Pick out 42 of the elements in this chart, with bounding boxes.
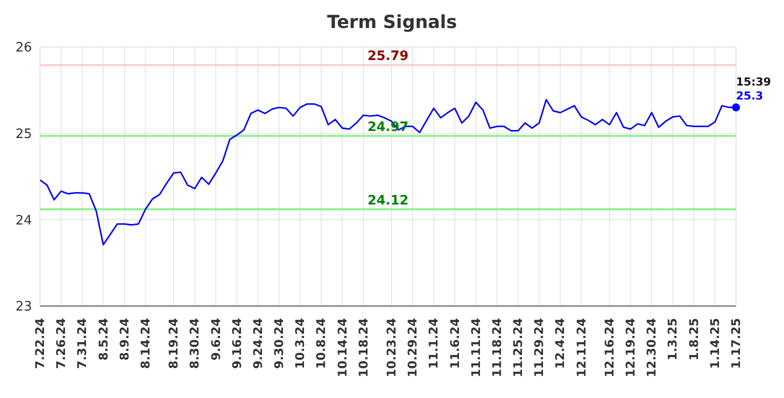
x-tick-label: 12.4.24: [553, 318, 568, 369]
chart-title: Term Signals: [326, 11, 458, 35]
x-tick-label: 7.26.24: [54, 318, 68, 369]
x-tick-label: 8.9.24: [117, 318, 132, 361]
x-tick-label: 11.25.24: [511, 318, 526, 378]
y-tick-label: 23: [15, 300, 32, 315]
x-tick-label: 9.16.24: [230, 318, 244, 369]
x-tick-label: 11.1.24: [426, 318, 441, 369]
annotation: 15:39: [736, 75, 772, 88]
x-tick-label: 12.11.24: [574, 318, 588, 378]
x-tick-label: 9.30.24: [272, 318, 286, 369]
ref-line-label: 24.12: [367, 193, 409, 208]
ref-line-label: 25.79: [367, 49, 409, 64]
x-tick-label: 1.14.25: [708, 318, 722, 369]
x-tick-label: 12.30.24: [644, 318, 659, 378]
x-tick-label: 8.30.24: [188, 318, 202, 369]
x-tick-label: 8.19.24: [166, 318, 181, 369]
x-tick-label: 11.11.24: [468, 318, 483, 378]
x-tick-label: 1.8.25: [686, 318, 701, 361]
y-tick-label: 26: [15, 40, 32, 56]
x-tick-label: 1.3.25: [666, 318, 680, 361]
x-tick-label: 12.19.24: [624, 318, 638, 378]
x-tick-label: 9.6.24: [208, 318, 223, 361]
x-tick-label: 9.24.24: [250, 318, 265, 369]
x-tick-label: 10.14.24: [335, 318, 350, 378]
x-tick-label: 10.8.24: [314, 318, 328, 369]
x-tick-label: 10.18.24: [356, 318, 370, 378]
y-tick-label: 24: [15, 213, 32, 228]
x-tick-label: 10.23.24: [384, 318, 399, 378]
x-tick-label: 8.5.24: [96, 318, 110, 361]
x-tick-label: 8.14.24: [138, 318, 152, 369]
x-tick-label: 10.29.24: [406, 318, 420, 378]
data-label: 25.3: [736, 89, 764, 102]
y-tick-label: 25: [15, 126, 32, 142]
x-tick-label: 1.17.25: [729, 318, 743, 369]
x-tick-label: 11.29.24: [532, 318, 546, 378]
x-tick-label: 7.31.24: [75, 318, 90, 369]
x-tick-label: 7.22.24: [33, 318, 47, 369]
x-tick-label: 11.18.24: [490, 318, 504, 378]
x-tick-label: 10.3.24: [293, 318, 308, 369]
x-tick-label: 11.6.24: [448, 318, 462, 369]
x-tick-label: 12.16.24: [602, 318, 616, 378]
